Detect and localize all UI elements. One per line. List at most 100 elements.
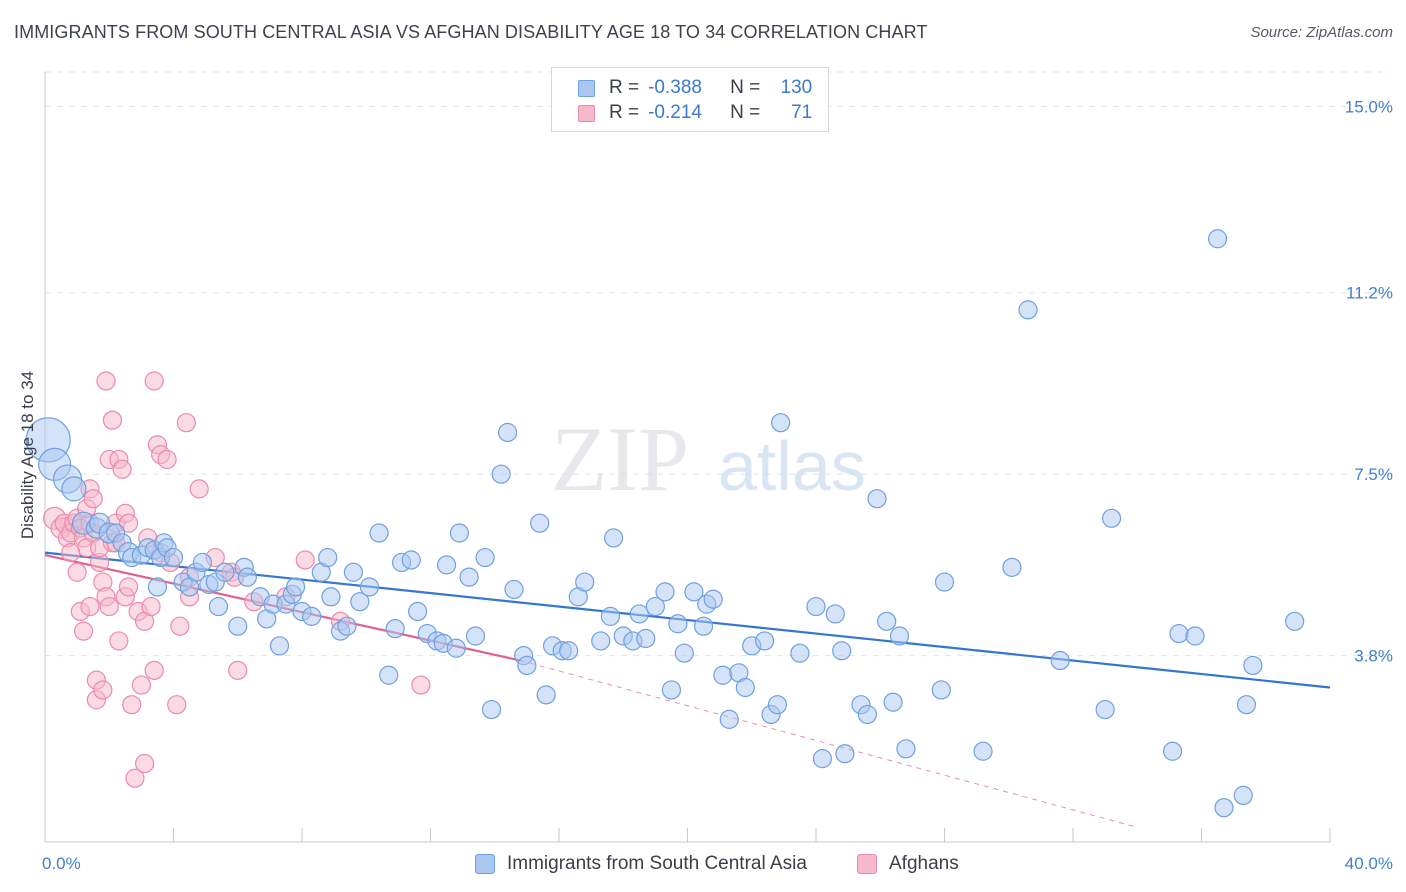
immigrants-point [1285,611,1305,631]
legend-swatch-afghans [857,854,877,874]
immigrants-point [1233,785,1253,806]
immigrants-point [934,572,955,592]
watermark-zip: ZIP [551,408,689,510]
immigrants-point [1002,557,1022,577]
immigrants-point [302,606,322,626]
trend-line-afghans-extension [520,660,1138,828]
immigrants-point [1207,229,1228,249]
afghans-point [157,449,177,470]
immigrants-point [1101,508,1122,528]
immigrants-point [536,685,556,705]
tick-labels: 3.8% 7.5% 11.2% 15.0% 0.0% 40.0% [42,97,1393,873]
immigrants-point [318,547,338,568]
afghans-point [73,621,94,641]
immigrants-point [491,464,511,484]
immigrants-point [1050,650,1070,671]
immigrants-point [636,628,656,649]
afghans-point [176,413,196,433]
immigrants-point [350,592,370,612]
trend-line-immigrants [44,551,1331,689]
immigrants-point [867,489,887,509]
immigrants-point [436,555,457,575]
immigrants-point [465,626,486,646]
immigrants-point [835,744,855,764]
y-tick-label: 15.0% [1345,97,1393,116]
legend-item-immigrants[interactable]: Immigrants from South Central Asia [475,853,807,875]
afghans-point [83,489,103,509]
immigrants-point [812,749,833,769]
y-tick-label: 3.8% [1354,647,1393,666]
x-tick-label-max: 40.0% [1345,854,1393,873]
immigrants-point [1185,626,1205,646]
immigrants-point [449,523,470,543]
x-tick-label-min: 0.0% [42,854,81,873]
immigrants-point [661,680,682,700]
immigrants-point [604,528,624,548]
watermark-atlas: atlas [718,427,866,505]
afghans-point [295,550,315,570]
legend-item-afghans[interactable]: Afghans [857,853,959,875]
immigrants-point [877,611,897,631]
immigrants-point [735,677,755,698]
immigrants-point [600,606,621,626]
immigrants-point [575,572,595,592]
immigrants-point [896,739,916,759]
legend-n-label: N = [730,102,761,123]
afghans-point [102,410,123,430]
immigrants-point [369,523,389,543]
afghans-point [118,513,139,533]
immigrants-point [215,562,235,582]
immigrants-point [359,577,380,597]
immigrants-point [771,413,791,433]
immigrants-point [767,695,788,715]
immigrants-point [504,579,524,600]
immigrants-point [269,636,290,656]
legend-r-value: -0.388 [648,77,702,98]
immigrants-point [832,641,852,661]
immigrants-point [883,692,903,712]
legend-r-value: -0.214 [648,102,702,123]
legend-label-immigrants: Immigrants from South Central Asia [507,853,807,874]
legend-swatch-pink [578,104,595,122]
afghans-point [170,616,190,636]
afghans-point [189,479,209,499]
immigrants-point [228,616,248,636]
immigrants-point [475,547,495,568]
legend-n-label: N = [730,77,761,98]
legend-label-afghans: Afghans [889,853,959,874]
immigrants-point [285,577,306,597]
immigrants-point [1095,699,1115,720]
afghans-point [167,695,187,715]
immigrants-point [192,552,213,573]
immigrants-point [719,709,739,729]
legend-swatch-blue [578,79,595,97]
immigrants-point [401,550,421,570]
y-tick-label: 11.2% [1346,284,1393,303]
immigrants-point [321,587,341,607]
afghans-point [99,596,119,617]
afghans-point [93,680,113,700]
afghans-point [118,577,139,597]
immigrants-point [61,476,87,502]
immigrants-point [385,619,405,639]
immigrants-point [498,422,518,443]
immigrants-point [703,589,723,609]
legend-row-immigrants: R = -0.388 N = 130 [578,76,812,100]
afghans-point [67,562,87,582]
immigrants-point [208,596,229,617]
afghans-point [134,753,155,774]
immigrants-point [517,655,537,676]
immigrants-point [645,596,665,617]
immigrants-point [530,513,550,533]
immigrants-point [693,616,714,636]
immigrants-point [674,643,694,663]
immigrants-point [163,547,184,568]
chart-title: IMMIGRANTS FROM SOUTH CENTRAL ASIA VS AF… [14,22,928,42]
afghans-point [131,675,151,695]
watermark: ZIP atlas [551,408,866,510]
legend-swatch-immigrants [475,854,495,874]
series-legend: Immigrants from South Central Asia Afgha… [0,850,1406,880]
immigrants-point [931,680,951,700]
series-immigrants-points [25,229,1305,818]
